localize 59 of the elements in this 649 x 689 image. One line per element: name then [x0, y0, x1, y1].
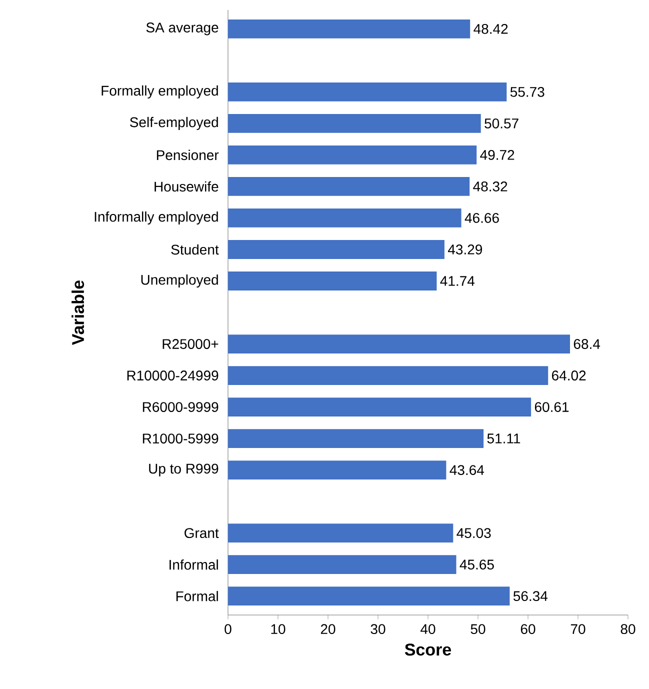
y-tick-label: R10000-24999: [127, 370, 218, 380]
data-label: 43.64: [450, 465, 484, 476]
bar: [228, 146, 477, 164]
y-tick-label: Informally employed: [94, 211, 218, 224]
y-tick-label: Formally employed: [102, 85, 218, 98]
y-tick-label: Housewife: [154, 181, 218, 192]
data-label: 68.4: [574, 339, 600, 349]
data-label: 43.29: [448, 244, 482, 254]
bar: [228, 240, 444, 259]
bar: [228, 460, 446, 480]
data-label: 48.32: [473, 181, 508, 192]
data-label: 45.03: [456, 528, 491, 538]
x-tick-label: 60: [520, 624, 536, 634]
data-label: 64.02: [552, 370, 586, 380]
bar: [228, 114, 481, 133]
data-label: 50.57: [484, 118, 518, 128]
data-label: 55.73: [510, 86, 544, 97]
data-label: 41.74: [440, 276, 475, 286]
y-tick-label: R25000+: [162, 339, 218, 349]
y-tick-label: Informal: [170, 559, 218, 570]
bar: [228, 366, 548, 385]
data-label: 49.72: [480, 150, 514, 160]
y-tick-label: Student: [171, 244, 219, 255]
bar: [228, 334, 570, 354]
bar: [228, 555, 456, 574]
y-tick-label: Grant: [184, 528, 219, 538]
x-axis-title: Score: [404, 644, 452, 656]
x-tick-label: 50: [470, 624, 486, 634]
x-tick-label: 30: [370, 624, 386, 634]
bar: [228, 429, 484, 448]
bar: [228, 398, 532, 416]
y-axis-title: Variable: [72, 280, 84, 345]
data-label: 56.34: [513, 591, 548, 602]
data-label: 45.65: [460, 560, 494, 570]
y-tick-label: R6000-9999: [142, 402, 218, 412]
y-tick-label: Unemployed: [141, 274, 218, 288]
x-tick-label: 10: [271, 624, 286, 634]
bar: [228, 19, 470, 38]
x-tick-label: 70: [570, 624, 586, 634]
y-tick-label: Pensioner: [156, 150, 219, 160]
data-label: 46.66: [464, 213, 499, 223]
bar: [228, 272, 437, 290]
bar: [228, 524, 454, 543]
y-tick-label: R1000-5999: [142, 434, 218, 444]
x-tick-label: 40: [420, 624, 436, 634]
bar: [228, 208, 462, 228]
y-tick-label: SA average: [146, 22, 218, 36]
data-label: 60.61: [534, 402, 569, 412]
y-tick-label: Up to R999: [149, 464, 218, 476]
bar: [228, 82, 507, 102]
data-label: 51.11: [487, 434, 520, 444]
x-tick-label: 0: [224, 624, 232, 634]
bar: [228, 586, 510, 606]
x-tick-label: 80: [620, 624, 636, 634]
data-label: 48.42: [474, 24, 508, 34]
bar: [228, 177, 470, 196]
y-tick-label: Self-employed: [130, 116, 218, 130]
x-tick-label: 20: [320, 624, 336, 634]
y-tick-label: Formal: [176, 590, 218, 602]
